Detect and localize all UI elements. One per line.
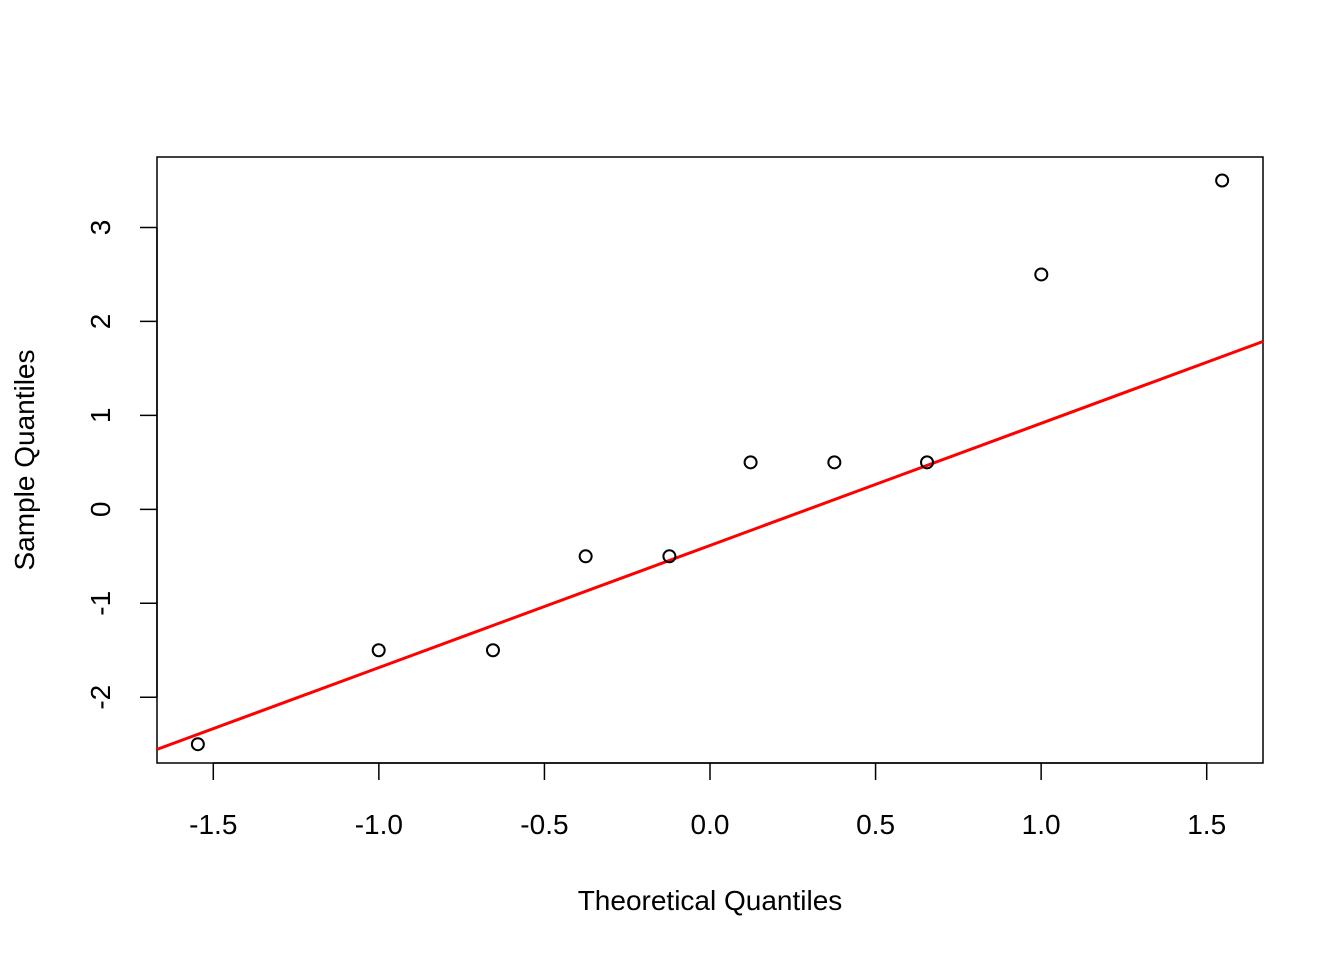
x-tick-label: 1.0 [1022, 809, 1061, 840]
x-tick-label: -1.5 [189, 809, 237, 840]
data-point [1034, 267, 1049, 282]
x-axis: -1.5 -1.0 -0.5 0.0 0.5 1.0 1.5 [189, 762, 1226, 840]
y-tick-label: -2 [85, 685, 116, 710]
x-axis-label: Theoretical Quantiles [578, 885, 843, 916]
y-tick-label: 1 [85, 408, 116, 424]
data-point [920, 455, 935, 470]
y-axis: -2 -1 0 1 2 3 [85, 220, 158, 710]
data-point [662, 549, 677, 564]
x-tick-label: -1.0 [355, 809, 403, 840]
plot-frame [156, 156, 1264, 764]
y-tick-label: -1 [85, 591, 116, 616]
data-point [485, 643, 500, 658]
data-point [1215, 173, 1230, 188]
y-tick-label: 3 [85, 220, 116, 236]
x-tick-label: 0.0 [691, 809, 730, 840]
reference-line [156, 340, 1264, 751]
y-tick-label: 0 [85, 502, 116, 518]
x-tick-label: 1.5 [1187, 809, 1226, 840]
data-point [827, 455, 842, 470]
x-tick-label: -0.5 [520, 809, 568, 840]
y-axis-label: Sample Quantiles [9, 349, 40, 570]
data-point [743, 455, 758, 470]
data-point [371, 643, 386, 658]
y-tick-label: 2 [85, 314, 116, 330]
data-point [578, 549, 593, 564]
data-point [190, 737, 205, 752]
x-tick-label: 0.5 [856, 809, 895, 840]
